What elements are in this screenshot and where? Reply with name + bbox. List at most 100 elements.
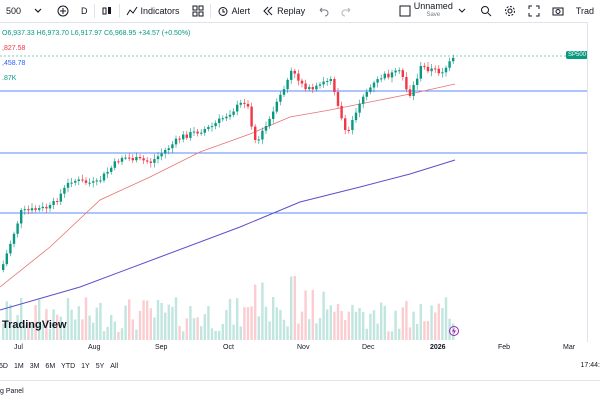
volume-bar bbox=[34, 304, 37, 340]
candle-body bbox=[261, 130, 264, 140]
alert-button[interactable]: Alert bbox=[211, 0, 257, 22]
indicators-label: Indicators bbox=[140, 6, 180, 16]
horizontal-lines bbox=[0, 55, 588, 214]
candle-body bbox=[250, 106, 253, 127]
search-icon bbox=[480, 6, 492, 17]
volume-bar bbox=[419, 304, 422, 340]
candle-body bbox=[12, 233, 16, 244]
candle-body bbox=[351, 120, 354, 131]
volume-bar bbox=[214, 330, 217, 340]
replay-button[interactable]: Replay bbox=[256, 0, 311, 22]
range-5y[interactable]: 5Y bbox=[95, 362, 105, 370]
candle-body bbox=[254, 126, 257, 141]
clock[interactable]: 17:44: bbox=[580, 362, 600, 369]
candle-body bbox=[401, 70, 404, 77]
volume-bar bbox=[110, 314, 113, 340]
interval-button[interactable]: D bbox=[75, 0, 94, 22]
moving-average-long bbox=[0, 159, 456, 311]
candle-body bbox=[246, 103, 250, 107]
volume-bar bbox=[218, 330, 221, 340]
undo-icon bbox=[319, 7, 329, 17]
volume-bar bbox=[128, 299, 131, 340]
volume-bar bbox=[228, 298, 232, 340]
candle-body bbox=[120, 157, 124, 162]
symbol-label: 500 bbox=[6, 6, 22, 16]
volume-bar bbox=[311, 289, 314, 340]
templates-button[interactable] bbox=[186, 0, 210, 22]
candle-body bbox=[347, 130, 350, 132]
range-1y[interactable]: 1Y bbox=[81, 362, 90, 370]
candle-body bbox=[279, 94, 282, 102]
volume-bar bbox=[290, 276, 293, 340]
volume-bar bbox=[16, 314, 19, 340]
volume-bar bbox=[225, 310, 228, 340]
fullscreen-button[interactable] bbox=[522, 0, 546, 22]
volume-bar bbox=[156, 299, 160, 340]
trade-button[interactable]: Trad bbox=[570, 0, 600, 22]
candle-body bbox=[293, 70, 296, 74]
lightning-icon[interactable] bbox=[449, 326, 459, 336]
volume-bar bbox=[372, 310, 376, 340]
range-ytd[interactable]: YTD bbox=[61, 362, 76, 370]
candle-body bbox=[23, 209, 26, 211]
bars-style-button[interactable] bbox=[95, 0, 119, 22]
candle-body bbox=[225, 116, 228, 119]
price-axis[interactable] bbox=[587, 22, 600, 342]
volume-bar bbox=[221, 323, 224, 340]
time-label: Sep bbox=[155, 344, 168, 351]
candle-body bbox=[434, 68, 437, 70]
volume-bar bbox=[74, 319, 77, 340]
quick-search-button[interactable] bbox=[474, 0, 498, 22]
volume-bar bbox=[185, 318, 188, 340]
candle-body bbox=[416, 78, 419, 85]
trading-panel-tab[interactable]: g Panel bbox=[0, 380, 600, 401]
volume-bar bbox=[88, 315, 91, 340]
snapshot-button[interactable] bbox=[546, 0, 570, 22]
volume-bar bbox=[254, 284, 257, 340]
volume-bar bbox=[408, 327, 412, 340]
time-axis[interactable]: Jul Aug Sep Oct Nov Dec 2026 Feb Mar bbox=[0, 342, 588, 356]
replay-label: Replay bbox=[277, 6, 306, 16]
range-6m[interactable]: 6M bbox=[45, 362, 56, 370]
candle-body bbox=[135, 156, 138, 161]
volume-bar bbox=[77, 306, 80, 340]
volume-bar bbox=[192, 318, 196, 340]
range-3m[interactable]: 3M bbox=[29, 362, 40, 370]
add-symbol-button[interactable] bbox=[51, 0, 75, 22]
volume-bar bbox=[416, 323, 419, 340]
indicators-button[interactable]: Indicators bbox=[120, 0, 186, 22]
volume-bar bbox=[423, 321, 426, 340]
volume-bar bbox=[189, 306, 192, 340]
symbol-search[interactable]: 500 bbox=[0, 0, 27, 22]
fullscreen-icon bbox=[528, 5, 540, 17]
redo-button[interactable] bbox=[335, 0, 359, 22]
trade-label: Trad bbox=[575, 6, 594, 16]
candle-body bbox=[257, 139, 260, 141]
range-5d[interactable]: 5D bbox=[0, 362, 8, 370]
candle-body bbox=[196, 131, 199, 134]
price-chart[interactable] bbox=[0, 22, 588, 342]
candle-body bbox=[444, 67, 448, 73]
chart-type-button[interactable] bbox=[27, 0, 51, 22]
volume-bar bbox=[38, 299, 41, 340]
range-1m[interactable]: 1M bbox=[13, 362, 24, 370]
brand-logo[interactable]: TradingView bbox=[2, 319, 67, 331]
volume-bar bbox=[315, 323, 318, 340]
chevron-down-icon bbox=[458, 8, 466, 13]
panel-label: g Panel bbox=[0, 387, 24, 395]
candle-body bbox=[282, 89, 286, 95]
candle-body bbox=[113, 161, 116, 168]
volume-bar bbox=[437, 303, 440, 340]
candle-body bbox=[16, 223, 19, 234]
layout-button[interactable]: Unnamed Save bbox=[393, 0, 474, 22]
settings-button[interactable] bbox=[498, 0, 522, 22]
candle-body bbox=[376, 79, 379, 83]
candle-body bbox=[66, 182, 70, 188]
candle-body bbox=[70, 182, 73, 184]
range-all[interactable]: All bbox=[110, 362, 119, 370]
volume-bar bbox=[124, 305, 127, 340]
candle-body bbox=[329, 78, 332, 82]
volume-bar bbox=[300, 311, 304, 340]
undo-button[interactable] bbox=[311, 0, 335, 22]
candle-body bbox=[84, 180, 88, 183]
